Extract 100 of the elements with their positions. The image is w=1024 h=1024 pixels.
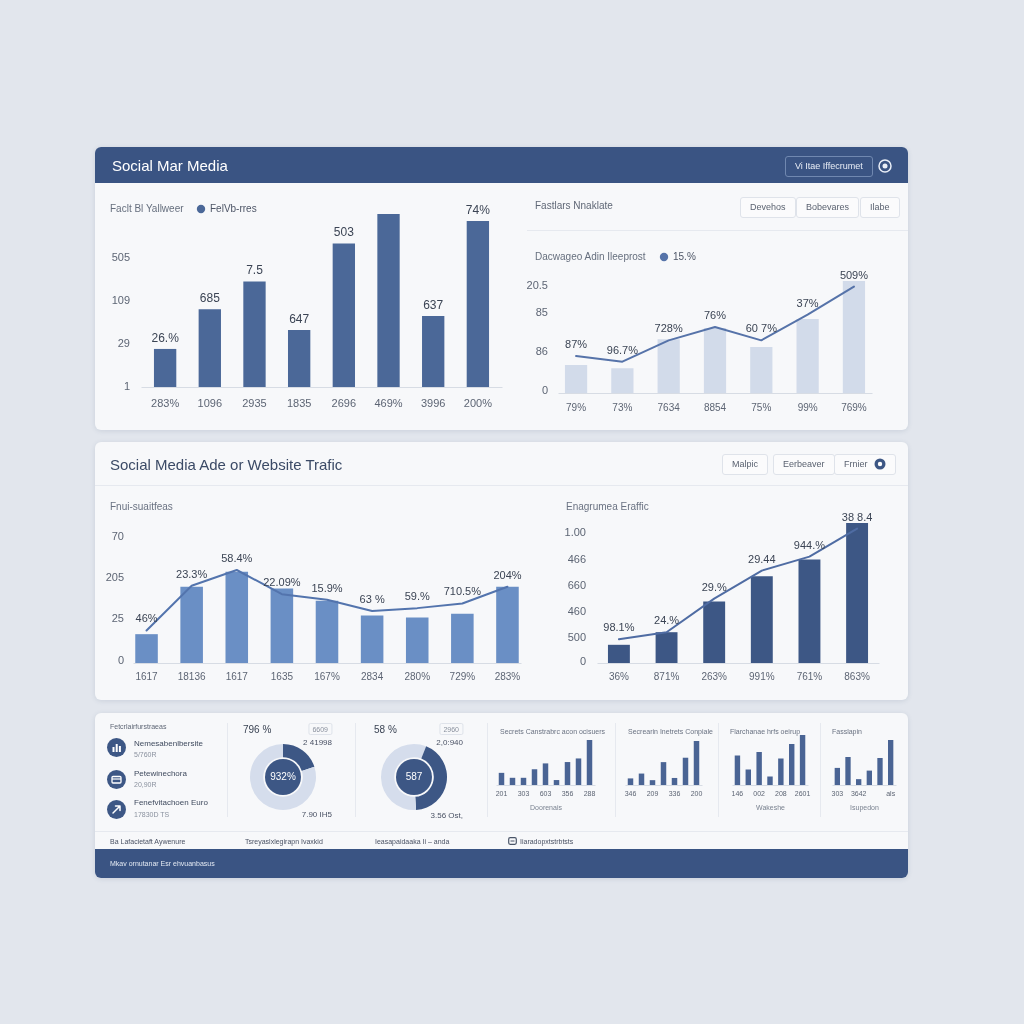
annotation: 60 7% [745, 322, 778, 335]
x-tick-label: 283% [494, 670, 521, 682]
x-tick-label: 8854 [703, 401, 727, 413]
annotation: 29.% [701, 580, 727, 593]
annotation: 204% [493, 568, 522, 581]
annotation: 7.5 [246, 263, 264, 278]
x-tick-label: 729% [449, 670, 476, 682]
x-tick-label: 36% [608, 670, 630, 682]
x-tick-label: 769% [841, 401, 867, 413]
bar [888, 740, 894, 785]
bar [703, 601, 726, 663]
text: 2 41998 [303, 738, 332, 747]
text: 1 [123, 379, 130, 392]
button: Ilabe [860, 196, 900, 218]
x-tick-label: 863% [844, 670, 870, 682]
x-tick-label: 167% [314, 670, 340, 682]
annotation: 98.1% [603, 621, 635, 634]
bar [564, 762, 571, 785]
bar [607, 644, 630, 663]
annotation: 76% [703, 308, 727, 321]
x-tick-label: 99% [797, 401, 818, 413]
text: 3.56 Ost, [430, 811, 463, 820]
text: 0 [579, 654, 586, 667]
bar [856, 779, 862, 785]
annotation: 59.% [404, 590, 430, 603]
button: Eerbeaver [773, 453, 835, 475]
bar [649, 780, 656, 785]
bar [270, 588, 294, 663]
annotation: 15.9% [311, 581, 343, 594]
donut-slice [283, 744, 315, 771]
bar [531, 769, 538, 785]
button: Malpic [722, 453, 768, 475]
text: 0 [541, 383, 548, 396]
bar [405, 617, 429, 663]
bar [693, 741, 700, 785]
x-tick-label: 1635 [270, 670, 294, 682]
annotation: 29.44 [748, 552, 776, 565]
bar [498, 772, 505, 785]
bar [198, 309, 221, 387]
bar [627, 778, 634, 785]
button: Devehos [740, 196, 796, 218]
chart-title: Enagrumea Eraffic [566, 501, 649, 512]
annotation: 647 [289, 311, 310, 326]
bar [877, 758, 883, 785]
annotation: 503 [333, 225, 355, 240]
text: 58.4% [221, 552, 253, 564]
text: 505 [111, 250, 130, 263]
chart-title: Social Mar Media [112, 156, 228, 174]
bar [834, 767, 840, 785]
text: 660 [567, 578, 586, 591]
x-tick-label: 280% [404, 670, 431, 682]
bar [767, 776, 773, 785]
annotation: 37% [796, 296, 819, 309]
bar [846, 523, 869, 663]
x-tick-label: 1096 [197, 396, 223, 409]
annotation: 944.% [793, 538, 826, 551]
annotation: 637 [423, 298, 444, 313]
x-tick-label: 2696 [331, 396, 357, 409]
button: Vi Itae Iffecrumet [785, 155, 873, 177]
text: 109 [111, 293, 130, 306]
annotation: 74% [465, 202, 491, 217]
bar [756, 752, 762, 785]
annotation: 710.5% [443, 585, 482, 598]
bar [750, 576, 773, 663]
x-tick-label: 79% [566, 401, 587, 413]
bar [496, 586, 519, 663]
x-tick-label: 761% [796, 670, 823, 682]
bar [315, 600, 339, 663]
chart-title: 58 % [374, 724, 397, 735]
x-tick-label: 1617 [135, 670, 159, 682]
bar [575, 758, 582, 785]
text: 460 [567, 604, 586, 617]
text: 7.90 IH5 [301, 810, 332, 819]
annotation: 26.% [151, 330, 180, 345]
x-tick-label: 2935 [242, 396, 267, 409]
donut-slice [250, 744, 316, 810]
bar [586, 740, 593, 785]
annotation: 728% [654, 322, 683, 335]
bar [243, 281, 266, 387]
bar [153, 348, 177, 387]
bar [845, 757, 851, 785]
annotation: 685 [199, 291, 221, 306]
bar [332, 243, 356, 387]
bar [135, 634, 158, 663]
button: Bobevares [796, 196, 860, 218]
legend-title: Dacwageo Adin Ileeprost [535, 251, 646, 262]
bar [866, 770, 872, 785]
text: 1.00 [564, 525, 586, 538]
chart-title: Fastlars Nnaklate [535, 200, 613, 211]
text: 38 8.4 [841, 510, 873, 523]
text: 86 [535, 344, 548, 357]
x-tick-label: 2834 [360, 670, 384, 682]
x-tick-label: 469% [374, 396, 403, 409]
bar [422, 316, 445, 387]
text: 509% [839, 268, 869, 281]
annotation: 46% [135, 612, 158, 625]
bar [360, 615, 384, 663]
x-tick-label: 1835 [286, 396, 312, 409]
annotation: 24.% [654, 614, 680, 627]
text: Fenefvitachoen Euro [134, 798, 208, 807]
